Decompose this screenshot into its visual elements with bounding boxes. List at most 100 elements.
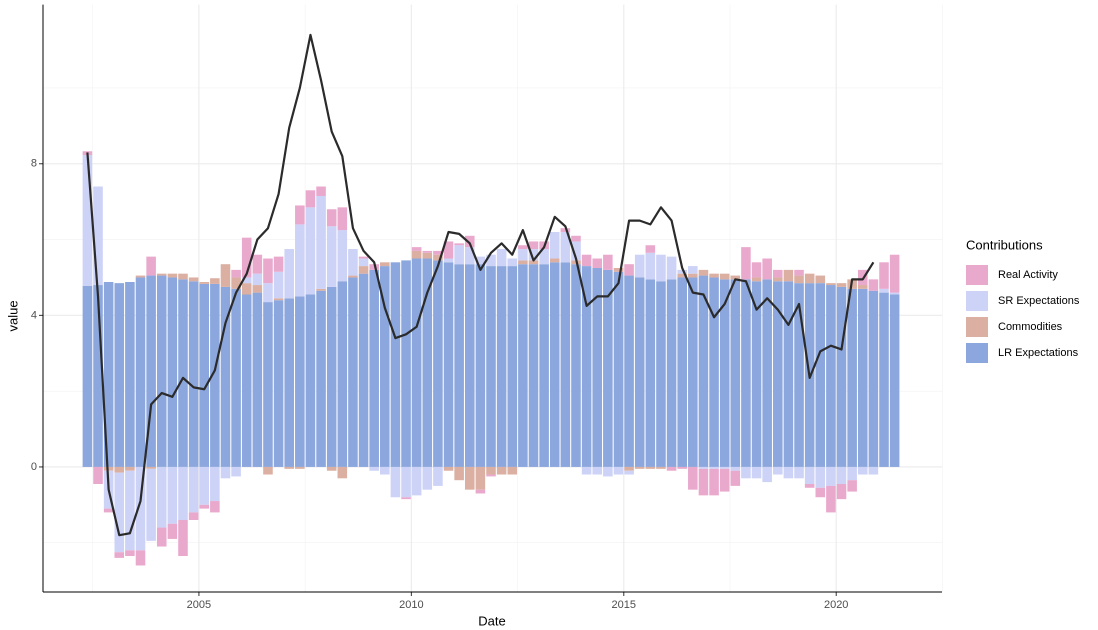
bar-segment — [295, 224, 305, 297]
bar-segment — [688, 273, 698, 278]
bar-segment — [603, 269, 613, 467]
bar-segment — [603, 254, 613, 270]
bar-segment — [369, 269, 379, 467]
bar-segment — [868, 290, 879, 467]
bar-segment — [794, 275, 804, 284]
bar-segment — [794, 466, 804, 479]
bar-segment — [634, 466, 645, 469]
bar-segment — [433, 260, 443, 467]
bar-segment — [645, 245, 656, 253]
legend-key — [966, 291, 988, 311]
bar-segment — [380, 266, 390, 467]
bar-segment — [496, 466, 507, 475]
bar-segment — [199, 282, 210, 284]
bar-segment — [656, 254, 666, 282]
bar-segment — [741, 247, 751, 280]
bar-segment — [826, 283, 836, 286]
bar-segment — [857, 285, 868, 289]
bar-segment — [571, 264, 581, 467]
bar-segment — [326, 466, 337, 471]
bar-segment — [167, 277, 178, 467]
bar-segment — [549, 258, 560, 263]
bar-segment — [581, 254, 592, 267]
bar-segment — [560, 228, 571, 232]
bar-segment — [337, 281, 348, 467]
bar-segment — [847, 466, 857, 481]
bar-segment — [634, 254, 645, 278]
bar-segment — [188, 466, 199, 513]
bar-segment — [719, 279, 730, 467]
x-tick-label: 2005 — [187, 599, 211, 611]
bar-segment — [348, 275, 358, 278]
bar-segment — [677, 269, 687, 274]
bar-segment — [93, 466, 103, 484]
bar-segment — [486, 266, 496, 467]
bar-segment — [730, 279, 741, 467]
bar-segment — [252, 292, 263, 467]
bar-segment — [114, 466, 125, 473]
bar-segment — [380, 466, 390, 475]
bar-segment — [241, 277, 252, 284]
bar-segment — [273, 271, 284, 299]
bar-segment — [560, 262, 571, 467]
bar-segment — [284, 298, 294, 467]
bar-segment — [125, 466, 135, 471]
bar-segment — [889, 292, 900, 295]
bar-segment — [210, 278, 220, 284]
legend-key — [966, 343, 988, 363]
bar-segment — [199, 504, 210, 509]
bar-segment — [273, 256, 284, 272]
bar-segment — [93, 186, 103, 286]
bar-segment — [316, 290, 326, 467]
bar-segment — [411, 466, 422, 496]
bar-segment — [390, 262, 401, 467]
bar-segment — [178, 519, 188, 556]
bar-segment — [220, 264, 231, 287]
bar-segment — [433, 254, 443, 261]
bar-segment — [879, 292, 889, 467]
legend-title: Contributions — [966, 237, 1043, 252]
bar-segment — [794, 283, 804, 467]
bar-segment — [422, 258, 433, 467]
bar-segment — [146, 275, 156, 467]
y-tick-label: 4 — [31, 309, 37, 321]
bar-segment — [93, 285, 103, 467]
bar-segment — [762, 258, 772, 280]
bar-segment — [826, 466, 836, 486]
bar-segment — [464, 264, 475, 467]
bar-segment — [210, 466, 220, 502]
bar-segment — [369, 466, 379, 471]
bar-segment — [252, 285, 263, 293]
bar-segment — [422, 252, 433, 259]
y-axis-title: value — [5, 300, 20, 331]
bar-segment — [868, 279, 879, 291]
legend-label: Real Activity — [998, 269, 1058, 281]
bar-segment — [836, 283, 847, 287]
bar-segment — [645, 466, 656, 469]
bar-segment — [645, 252, 656, 280]
bar-segment — [188, 512, 199, 520]
bar-segment — [656, 281, 666, 467]
bar-segment — [241, 237, 252, 278]
y-tick-label: 8 — [31, 158, 37, 170]
bar-segment — [401, 497, 411, 500]
bar-segment — [295, 205, 305, 225]
bar-segment — [815, 283, 826, 467]
bar-segment — [762, 279, 772, 467]
bar-segment — [709, 466, 719, 469]
bar-segment — [518, 260, 528, 265]
bar-segment — [560, 231, 571, 263]
bar-segment — [156, 273, 167, 276]
bar-segment — [231, 269, 241, 278]
bar-segment — [666, 256, 677, 280]
legend-label: LR Expectations — [998, 347, 1079, 359]
bar-segment — [719, 466, 730, 469]
bar-segment — [698, 275, 709, 467]
bar-segment — [103, 466, 114, 471]
bar-segment — [857, 288, 868, 467]
bar-segment — [624, 275, 634, 467]
bar-segment — [337, 207, 348, 231]
bar-segment — [666, 466, 677, 471]
bar-segment — [401, 466, 411, 498]
